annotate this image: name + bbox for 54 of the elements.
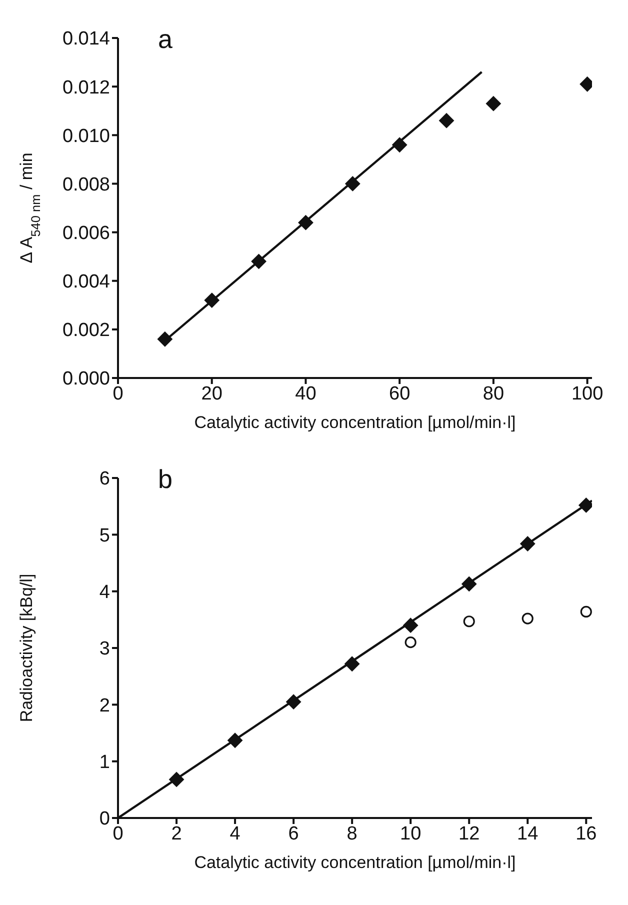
y-tick-label: 0.002 [62,320,110,342]
point [520,536,536,552]
x-tick-label: 16 [576,823,597,844]
point [286,694,302,710]
y-tick-label: 0.012 [62,77,110,98]
y-tick-label: 0.010 [62,126,110,147]
point [204,292,220,308]
point [169,772,184,787]
y-tick-label: 0.006 [62,223,110,244]
point [580,606,592,618]
point [522,612,534,624]
x-tick-label: 100 [571,383,604,404]
x-tick-label: 40 [295,383,316,404]
y-tick-label: 3 [99,638,110,660]
point [439,113,454,128]
point [345,176,360,192]
point [404,636,416,648]
x-axis-title: Catalytic activity concentration [µmol/min·l] [194,853,516,872]
point [403,618,418,633]
x-tick-label: 0 [112,383,124,404]
x-tick-label: 12 [458,823,480,844]
point [462,576,477,592]
y-axis-title: Radioactivity [kBq/l] [17,574,36,722]
x-tick-label: 60 [389,383,410,404]
x-tick-label: 4 [230,823,241,844]
y-tick-label: 0.014 [62,28,110,50]
x-tick-label: 2 [171,823,182,844]
y-tick-label: 0.000 [62,368,110,390]
y-tick-label: 0 [99,808,110,830]
point [298,215,314,230]
x-tick-label: 6 [288,823,299,844]
point [392,137,408,152]
x-tick-label: 10 [400,823,422,844]
chart-title: a [158,24,172,55]
chart-title: b [158,464,172,495]
point [228,732,243,748]
point [344,656,360,672]
y-tick-label: 5 [99,525,110,546]
point [251,254,266,269]
point [463,616,475,628]
x-tick-label: 0 [112,823,124,844]
x-tick-label: 8 [346,823,358,844]
y-tick-label: 2 [99,695,110,716]
y-tick-label: 0.004 [62,272,110,293]
y-tick-label: 4 [99,582,110,604]
x-tick-label: 80 [482,383,504,404]
y-tick-label: 0.008 [62,174,110,196]
point [157,332,172,347]
y-tick-label: 6 [99,468,110,490]
y-tick-label: 1 [99,752,110,774]
x-tick-label: 14 [517,823,539,844]
x-tick-label: 20 [201,383,222,404]
point [486,96,501,112]
x-axis-title: Catalytic activity concentration [µmol/min·l] [194,413,516,432]
